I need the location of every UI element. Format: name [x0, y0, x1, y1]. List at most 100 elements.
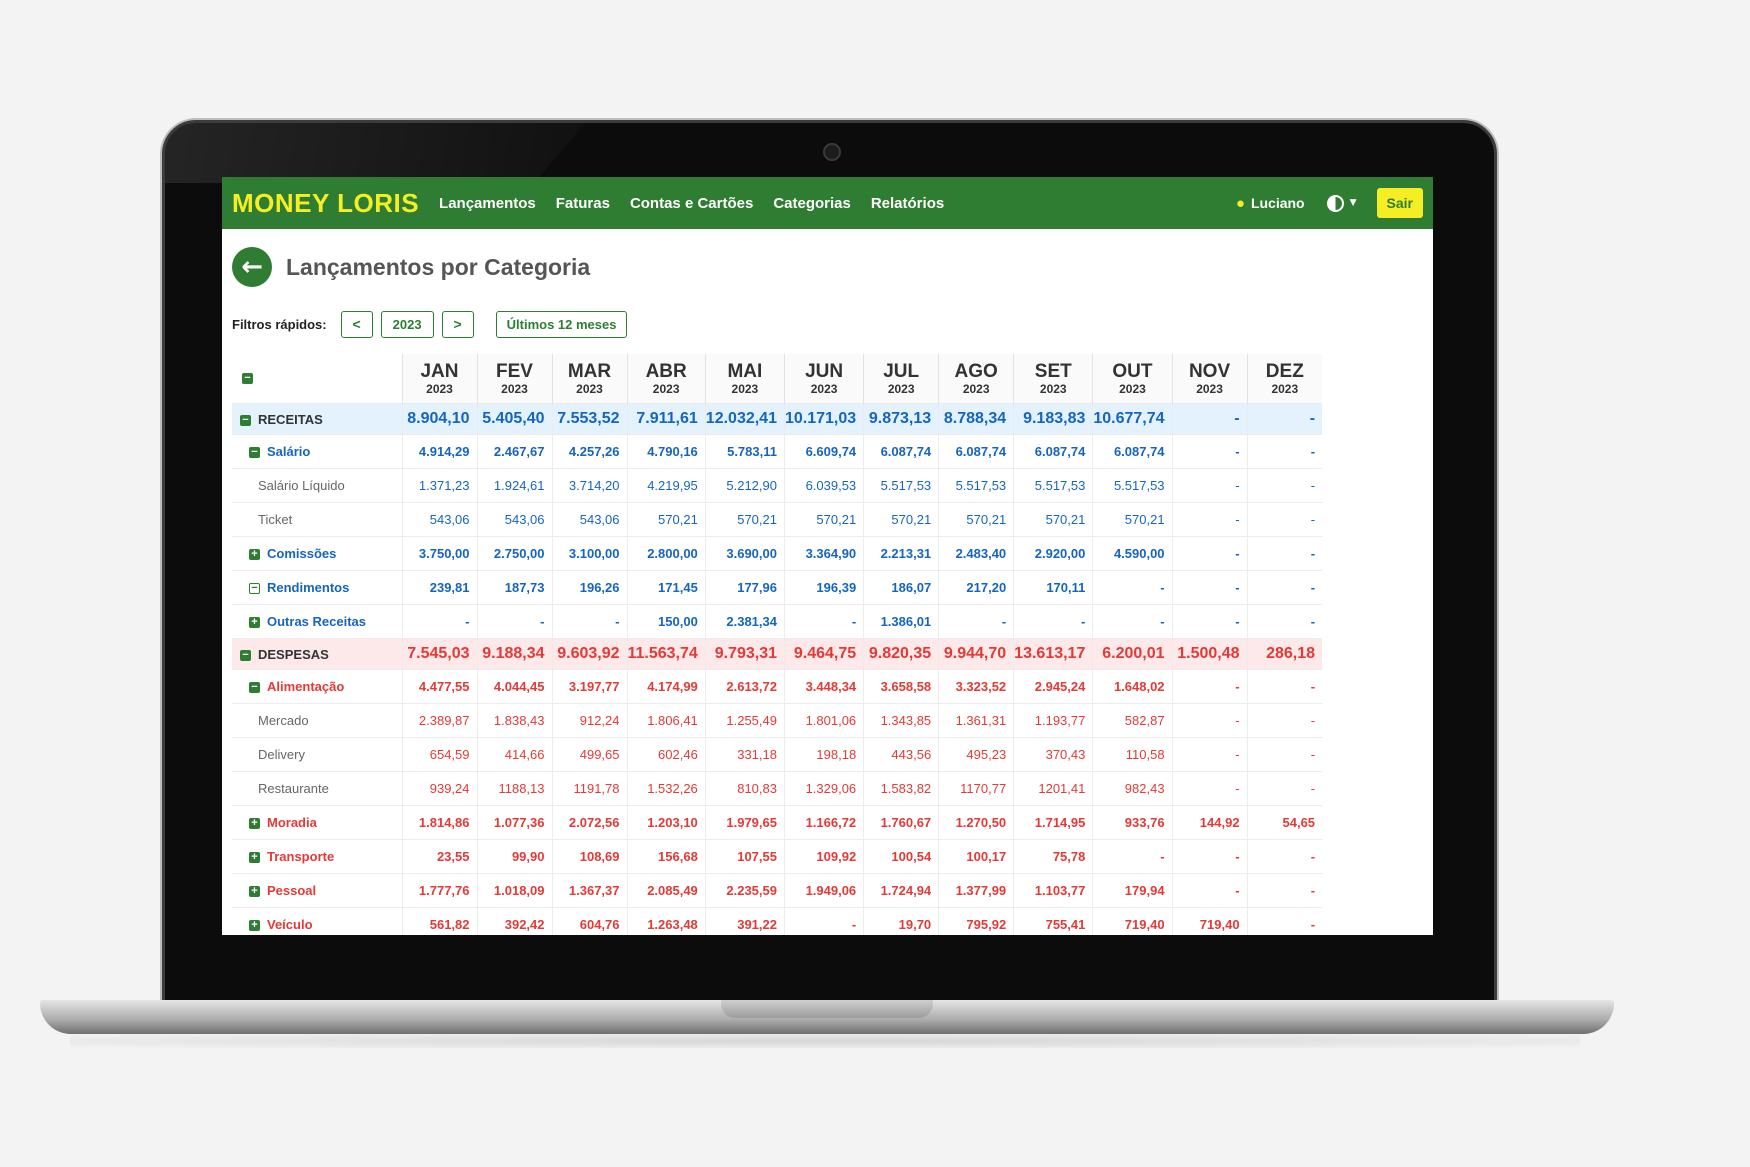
collapse-all-icon[interactable]: − — [242, 372, 253, 384]
value-cell[interactable]: - — [1171, 771, 1248, 806]
value-cell[interactable]: 7.553,52 — [551, 403, 627, 435]
expand-icon[interactable]: + — [249, 617, 260, 629]
value-cell[interactable]: 1.361,31 — [938, 703, 1014, 738]
nav-relatorios[interactable]: Relatórios — [870, 194, 945, 212]
value-cell[interactable]: 9.944,70 — [938, 638, 1014, 670]
value-cell[interactable]: 1191,78 — [551, 771, 627, 806]
value-cell[interactable]: 217,20 — [938, 570, 1014, 605]
value-cell[interactable]: 144,92 — [1171, 805, 1248, 840]
value-cell[interactable]: 100,17 — [938, 839, 1014, 874]
expand-icon[interactable]: + — [249, 818, 260, 830]
value-cell[interactable]: 3.690,00 — [704, 536, 785, 571]
value-cell[interactable]: 1.760,67 — [863, 805, 939, 840]
value-cell[interactable]: 1.255,49 — [704, 703, 785, 738]
value-cell[interactable]: 1.500,48 — [1171, 638, 1248, 670]
value-cell[interactable]: 3.100,00 — [551, 536, 627, 571]
value-cell[interactable]: 6.087,74 — [938, 434, 1014, 469]
value-cell[interactable]: 5.405,40 — [476, 403, 552, 435]
collapse-icon[interactable]: − — [249, 583, 260, 595]
value-cell[interactable]: 3.364,90 — [783, 536, 864, 571]
value-cell[interactable]: - — [1171, 403, 1248, 435]
value-cell[interactable]: 755,41 — [1013, 907, 1093, 935]
nav-contas-cartoes[interactable]: Contas e Cartões — [629, 194, 754, 212]
value-cell[interactable]: 107,55 — [704, 839, 785, 874]
value-cell[interactable]: 570,21 — [783, 502, 864, 537]
value-cell[interactable]: 109,92 — [783, 839, 864, 874]
value-cell[interactable]: 10.677,74 — [1092, 403, 1173, 435]
value-cell[interactable]: 7.545,03 — [401, 638, 477, 670]
value-cell[interactable]: 933,76 — [1092, 805, 1173, 840]
value-cell[interactable]: 392,42 — [476, 907, 552, 935]
nav-faturas[interactable]: Faturas — [555, 194, 610, 212]
value-cell[interactable]: - — [1246, 536, 1323, 571]
value-cell[interactable]: 2.945,24 — [1013, 669, 1093, 704]
value-cell[interactable]: 8.904,10 — [401, 403, 477, 435]
value-cell[interactable]: 6.039,53 — [783, 468, 864, 503]
value-cell[interactable]: 719,40 — [1092, 907, 1173, 935]
value-cell[interactable]: 5.517,53 — [863, 468, 939, 503]
value-cell[interactable]: - — [1246, 907, 1323, 935]
value-cell[interactable]: 23,55 — [401, 839, 477, 874]
value-cell[interactable]: 391,22 — [704, 907, 785, 935]
value-cell[interactable]: 1.018,09 — [476, 873, 552, 908]
value-cell[interactable]: 570,21 — [863, 502, 939, 537]
value-cell[interactable]: 1.714,95 — [1013, 805, 1093, 840]
expand-icon[interactable]: + — [249, 852, 260, 864]
expand-icon[interactable]: + — [249, 920, 260, 932]
brand-logo[interactable]: MONEY LORIS — [232, 187, 420, 218]
value-cell[interactable]: 499,65 — [551, 737, 627, 772]
value-cell[interactable]: 1.166,72 — [783, 805, 864, 840]
value-cell[interactable]: - — [1171, 502, 1248, 537]
prev-year-button[interactable]: < — [340, 310, 373, 338]
value-cell[interactable]: 939,24 — [401, 771, 477, 806]
value-cell[interactable]: - — [1246, 873, 1323, 908]
value-cell[interactable]: 604,76 — [551, 907, 627, 935]
back-arrow-icon[interactable]: ← — [232, 247, 272, 287]
value-cell[interactable]: 54,65 — [1246, 805, 1323, 840]
value-cell[interactable]: 4.219,95 — [626, 468, 706, 503]
value-cell[interactable]: 2.613,72 — [704, 669, 785, 704]
value-cell[interactable]: 1.724,94 — [863, 873, 939, 908]
value-cell[interactable]: 7.911,61 — [626, 403, 706, 435]
value-cell[interactable]: 6.609,74 — [783, 434, 864, 469]
value-cell[interactable]: 414,66 — [476, 737, 552, 772]
value-cell[interactable]: - — [1246, 604, 1323, 639]
value-cell[interactable]: 1.801,06 — [783, 703, 864, 738]
value-cell[interactable]: 9.820,35 — [863, 638, 939, 670]
value-cell[interactable]: 1.343,85 — [863, 703, 939, 738]
value-cell[interactable]: 1.329,06 — [783, 771, 864, 806]
value-cell[interactable]: 1.263,48 — [626, 907, 706, 935]
value-cell[interactable]: 11.563,74 — [626, 638, 706, 670]
value-cell[interactable]: 719,40 — [1171, 907, 1248, 935]
value-cell[interactable]: 5.517,53 — [1013, 468, 1093, 503]
value-cell[interactable]: 99,90 — [476, 839, 552, 874]
value-cell[interactable]: 1.103,77 — [1013, 873, 1093, 908]
value-cell[interactable]: - — [1171, 434, 1248, 469]
value-cell[interactable]: 150,00 — [626, 604, 706, 639]
value-cell[interactable]: - — [1171, 873, 1248, 908]
value-cell[interactable]: 1.367,37 — [551, 873, 627, 908]
value-cell[interactable]: 1201,41 — [1013, 771, 1093, 806]
value-cell[interactable]: 1.648,02 — [1092, 669, 1173, 704]
value-cell[interactable]: - — [1171, 604, 1248, 639]
value-cell[interactable]: 108,69 — [551, 839, 627, 874]
value-cell[interactable]: - — [1246, 570, 1323, 605]
value-cell[interactable]: 170,11 — [1013, 570, 1093, 605]
value-cell[interactable]: 443,56 — [863, 737, 939, 772]
value-cell[interactable]: 171,45 — [626, 570, 706, 605]
value-cell[interactable]: 495,23 — [938, 737, 1014, 772]
value-cell[interactable]: 5.517,53 — [938, 468, 1014, 503]
value-cell[interactable]: - — [1092, 570, 1173, 605]
value-cell[interactable]: - — [1246, 839, 1323, 874]
collapse-icon[interactable]: − — [249, 447, 260, 459]
value-cell[interactable]: 4.044,45 — [476, 669, 552, 704]
value-cell[interactable]: 2.467,67 — [476, 434, 552, 469]
value-cell[interactable]: - — [1246, 703, 1323, 738]
collapse-icon[interactable]: − — [240, 649, 251, 661]
value-cell[interactable]: 5.517,53 — [1092, 468, 1173, 503]
value-cell[interactable]: 1.949,06 — [783, 873, 864, 908]
value-cell[interactable]: 2.389,87 — [401, 703, 477, 738]
value-cell[interactable]: 1.838,43 — [476, 703, 552, 738]
value-cell[interactable]: 5.783,11 — [704, 434, 785, 469]
value-cell[interactable]: 13.613,17 — [1013, 638, 1093, 670]
